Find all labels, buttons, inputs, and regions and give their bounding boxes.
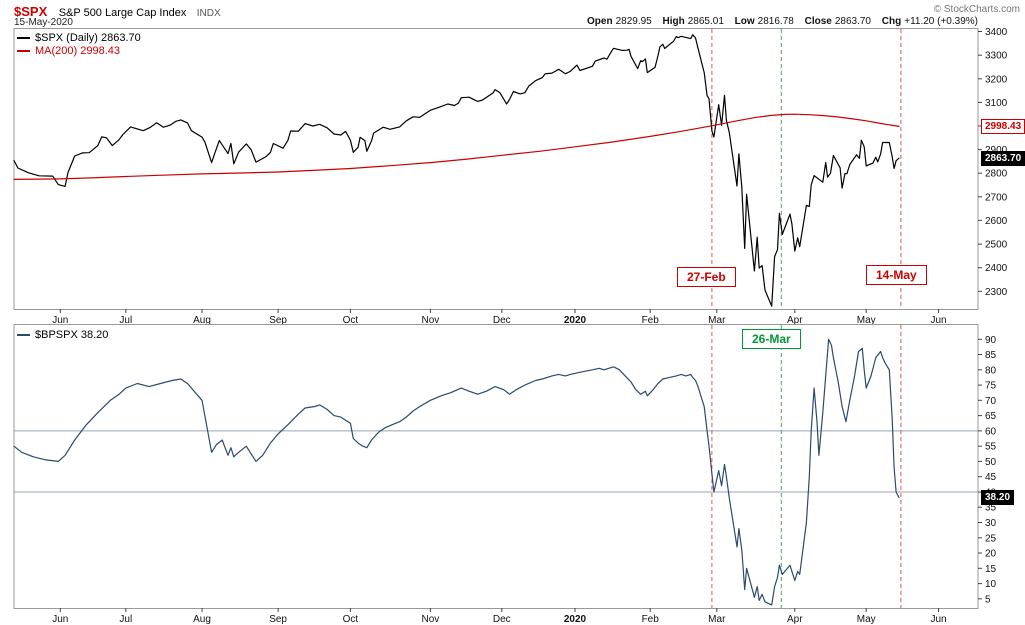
x-tick-label: Mar	[708, 315, 726, 324]
y-tick-label: 30	[985, 518, 997, 529]
y-tick-label: 90	[985, 335, 997, 346]
y-tick-label: 50	[985, 457, 997, 468]
y-tick-label: 65	[985, 411, 997, 422]
plot-border	[13, 28, 979, 310]
x-tick-label: Oct	[343, 614, 359, 625]
x-tick-label: Aug	[193, 614, 211, 625]
x-tick-label: Aug	[193, 315, 211, 324]
x-tick-label: May	[857, 614, 876, 625]
x-tick-label: Mar	[708, 614, 726, 625]
x-tick-label: Oct	[343, 315, 359, 324]
x-tick-label: Sep	[269, 315, 287, 324]
x-tick-label: Nov	[422, 614, 440, 625]
y-tick-label: 70	[985, 396, 997, 407]
x-tick-label: May	[857, 315, 876, 324]
y-tick-label: 2600	[985, 216, 1008, 227]
y-tick-label: 45	[985, 472, 997, 483]
spx-legend-label: $SPX (Daily) 2863.70	[35, 31, 141, 44]
y-tick-label: 2900	[985, 145, 1008, 156]
chg-value: +11.20 (+0.39%)	[904, 16, 978, 27]
ma200-legend-label: MA(200) 2998.43	[35, 44, 120, 57]
bpspx-line-swatch	[17, 333, 30, 336]
x-tick-label: Feb	[642, 315, 660, 324]
x-tick-label: Jul	[119, 315, 132, 324]
close-value: 2863.70	[834, 16, 871, 27]
high-value: 2865.01	[687, 16, 724, 27]
low-value: 2816.78	[757, 16, 794, 27]
bpspx-chart: 51015202530354045505560657075808590JunJu…	[13, 324, 997, 625]
y-tick-label: 15	[985, 564, 997, 575]
bpspx-legend: $BPSPX 38.20	[17, 328, 108, 341]
spx-line-swatch	[17, 36, 30, 39]
y-tick-label: 3400	[985, 28, 1008, 38]
x-tick-label: Dec	[493, 315, 511, 324]
x-tick-label: Sep	[269, 614, 287, 625]
bpspx-legend-label: $BPSPX 38.20	[35, 328, 109, 341]
y-tick-label: 25	[985, 533, 997, 544]
y-tick-label: 3300	[985, 51, 1008, 62]
x-tick-label: Jun	[52, 315, 68, 324]
x-tick-label: Jun	[52, 614, 68, 625]
x-tick-label: Dec	[493, 614, 511, 625]
quote-bar: Open 2829.95 High 2865.01 Low 2816.78 Close…	[579, 16, 978, 27]
y-tick-label: 2400	[985, 263, 1008, 274]
annotation-26-mar: 26-Mar	[742, 329, 801, 349]
exchange-label: INDX	[196, 8, 221, 19]
ma200-price-tag: 2998.43	[981, 119, 1025, 134]
x-tick-label: Feb	[642, 614, 660, 625]
y-tick-label: 2800	[985, 169, 1008, 180]
y-tick-label: 2700	[985, 192, 1008, 203]
annotation-27-feb: 27-Feb	[677, 267, 736, 287]
spx-last-price-tag: 2863.70	[981, 151, 1025, 166]
symbol-label: $SPX	[14, 4, 48, 19]
index-name: S&P 500 Large Cap Index	[58, 7, 187, 19]
y-tick-label: 2300	[985, 287, 1008, 298]
bpspx-line	[13, 338, 900, 606]
y-tick-label: 55	[985, 442, 997, 453]
spx-price-chart: 2300240025002600270028002900300031003200…	[13, 28, 1008, 324]
y-tick-label: 2500	[985, 240, 1008, 251]
x-tick-label: Jun	[930, 614, 946, 625]
copyright-label: © StockCharts.com	[933, 4, 1020, 15]
low-label: Low	[734, 16, 755, 27]
annotation-14-may: 14-May	[866, 265, 927, 285]
x-tick-label: Apr	[787, 315, 803, 324]
header-title-row: $SPX S&P 500 Large Cap Index INDX	[14, 3, 221, 21]
legend-row-ma200: MA(200) 2998.43	[17, 44, 141, 57]
close-label: Close	[804, 16, 832, 27]
legend-row-bpspx: $BPSPX 38.20	[17, 328, 108, 341]
spx-legend: $SPX (Daily) 2863.70 MA(200) 2998.43	[17, 31, 141, 57]
x-tick-label: Apr	[787, 614, 803, 625]
legend-row-spx: $SPX (Daily) 2863.70	[17, 31, 141, 44]
open-value: 2829.95	[615, 16, 652, 27]
plot-border	[13, 324, 979, 609]
y-tick-label: 75	[985, 381, 997, 392]
chg-label: Chg	[881, 16, 902, 27]
bpspx-last-value-tag: 38.20	[981, 490, 1015, 505]
y-tick-label: 60	[985, 426, 997, 437]
x-tick-label: Jun	[930, 315, 946, 324]
open-label: Open	[587, 16, 613, 27]
ma200-line	[13, 113, 900, 180]
x-tick-label: Jul	[119, 614, 132, 625]
y-tick-label: 85	[985, 350, 997, 361]
high-label: High	[662, 16, 685, 27]
x-tick-label: Nov	[422, 315, 440, 324]
y-tick-label: 5	[985, 594, 991, 605]
x-tick-label: 2020	[564, 315, 587, 324]
y-tick-label: 35	[985, 503, 997, 514]
spx-line	[13, 34, 900, 307]
y-tick-label: 10	[985, 579, 997, 590]
y-tick-label: 3200	[985, 74, 1008, 85]
y-tick-label: 3100	[985, 98, 1008, 109]
y-tick-label: 80	[985, 365, 997, 376]
x-tick-label: 2020	[564, 614, 587, 625]
ma200-line-swatch	[17, 49, 30, 52]
y-tick-label: 20	[985, 549, 997, 560]
chart-date: 15-May-2020	[14, 17, 73, 28]
